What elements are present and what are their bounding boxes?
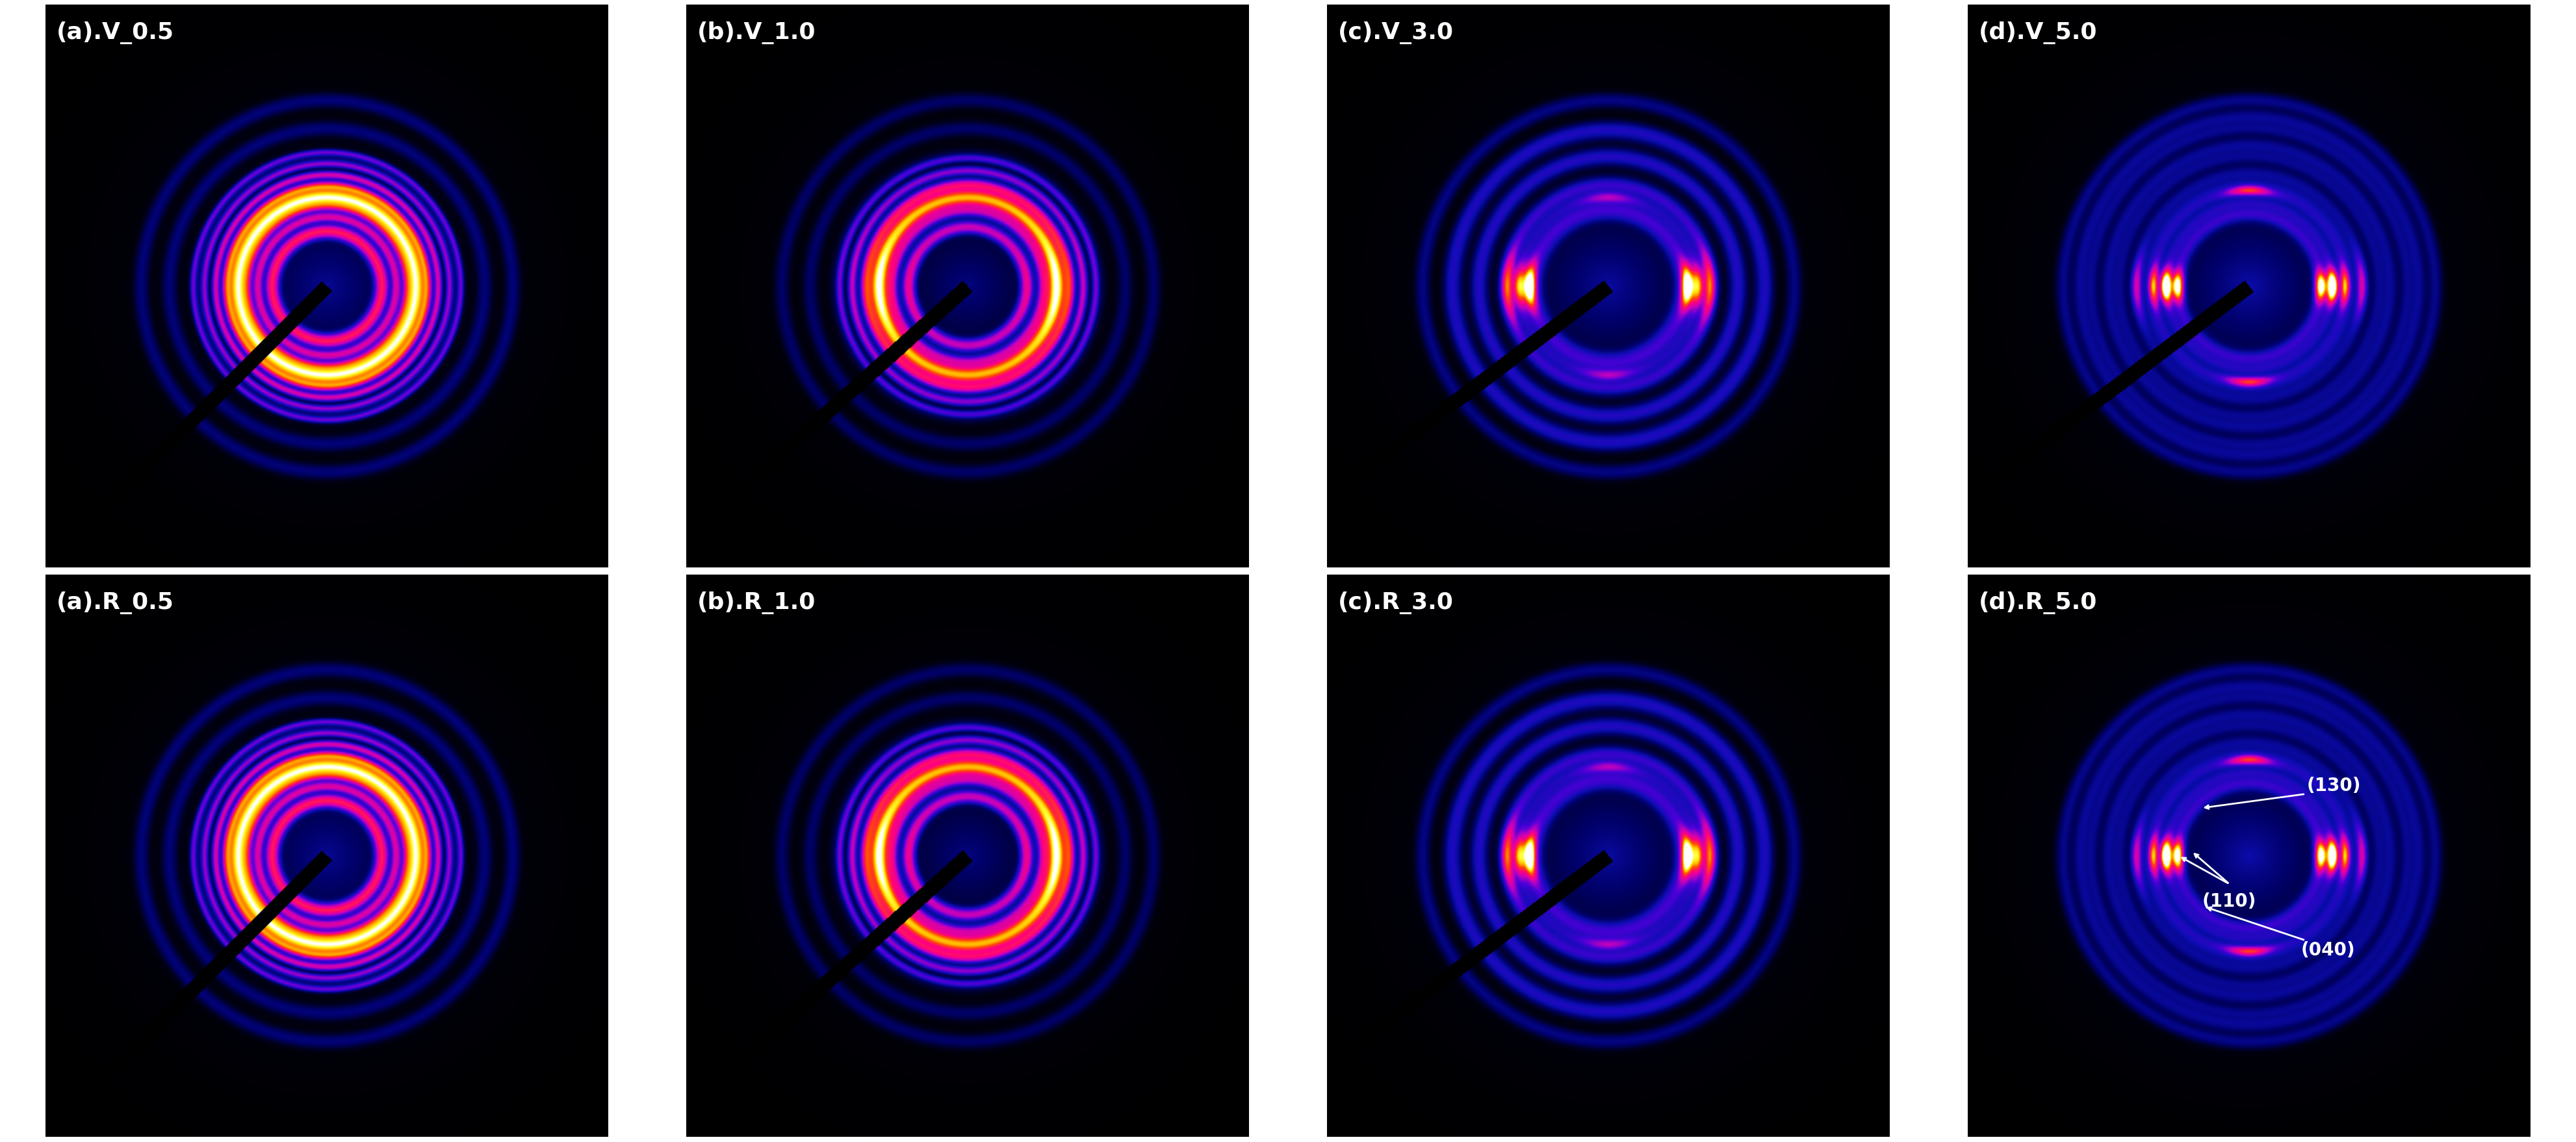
Text: (b).V_1.0: (b).V_1.0 [698, 22, 817, 45]
Text: (b).R_1.0: (b).R_1.0 [698, 592, 817, 614]
Text: (110): (110) [2202, 893, 2257, 910]
Text: (d).V_5.0: (d).V_5.0 [1978, 22, 2097, 45]
Text: (a).V_0.5: (a).V_0.5 [57, 22, 175, 45]
Text: (a).R_0.5: (a).R_0.5 [57, 592, 175, 614]
Text: (d).R_5.0: (d).R_5.0 [1978, 592, 2097, 614]
Text: (c).V_3.0: (c).V_3.0 [1337, 22, 1453, 45]
Text: (040): (040) [2300, 941, 2354, 959]
Text: (130): (130) [2306, 777, 2360, 795]
Text: (c).R_3.0: (c).R_3.0 [1337, 592, 1453, 614]
